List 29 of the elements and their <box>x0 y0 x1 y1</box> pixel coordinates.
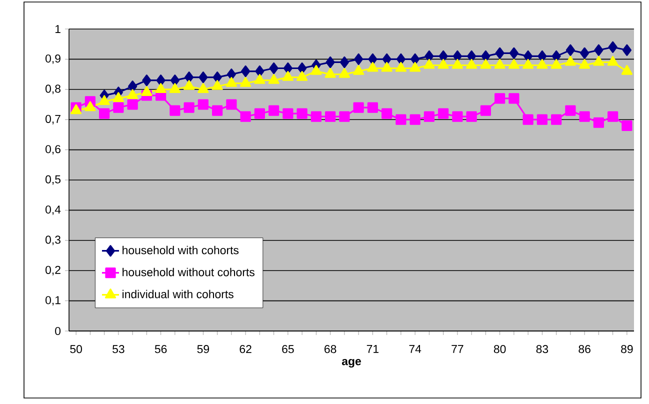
x-tick-label: 65 <box>282 345 294 354</box>
y-tick-label: 0,4 <box>46 205 61 215</box>
y-tick-label: 0,5 <box>46 175 61 185</box>
x-tick-label: 53 <box>112 345 124 354</box>
x-tick-label: 86 <box>578 345 590 354</box>
x-tick-label: 59 <box>197 345 210 354</box>
x-tick-label: 89 <box>621 345 633 354</box>
x-tick-label: 50 <box>70 345 82 354</box>
y-tick-label: 0,6 <box>46 145 60 155</box>
y-tick-label: 0,2 <box>46 266 60 276</box>
y-tick-label: 0,7 <box>46 114 60 124</box>
legend-label: individual with cohorts <box>122 290 234 298</box>
y-tick-label: 0 <box>55 326 61 336</box>
y-tick-label: 0,1 <box>46 296 60 306</box>
x-tick-label: 77 <box>452 345 464 353</box>
x-tick-label: 62 <box>240 345 252 354</box>
legend-label: household with cohorts <box>122 246 239 254</box>
y-tick-label: 0,3 <box>46 236 60 246</box>
x-tick-label: 68 <box>324 345 336 354</box>
y-tick-label: 0,9 <box>46 54 60 64</box>
x-tick-label: 80 <box>494 345 506 354</box>
x-tick-label: 71 <box>366 345 379 353</box>
y-tick-label: 1 <box>55 25 60 33</box>
x-tick-label: 56 <box>154 345 167 354</box>
x-axis-title: age <box>342 358 361 368</box>
x-tick-label: 83 <box>536 345 548 354</box>
legend-label: household without cohorts <box>122 268 254 276</box>
x-tick-label: 74 <box>409 345 422 353</box>
y-tick-label: 0,8 <box>46 84 60 94</box>
